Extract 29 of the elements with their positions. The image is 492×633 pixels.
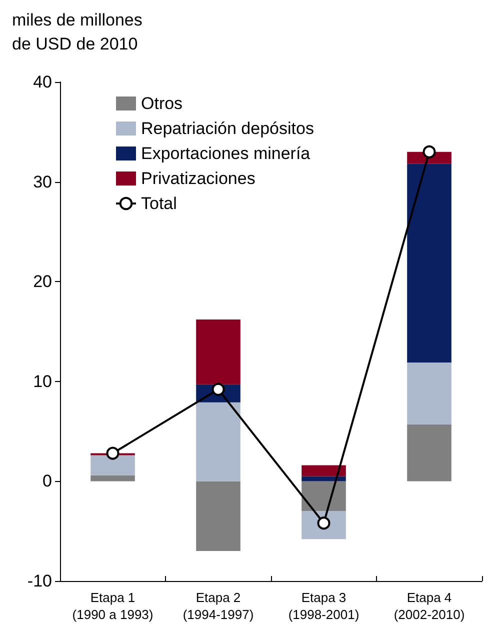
bar xyxy=(196,402,240,482)
bar xyxy=(302,465,346,476)
bar xyxy=(196,481,240,552)
point xyxy=(422,145,436,158)
y-tick-label: 10 xyxy=(33,372,52,391)
legend-label: Privatizaciones xyxy=(141,169,256,188)
y-axis-title: miles de millones de USD de 2010 xyxy=(12,10,142,54)
bar xyxy=(90,455,135,476)
bar xyxy=(407,424,452,482)
bar xyxy=(196,320,240,384)
legend-label: Exportaciones minería xyxy=(141,144,311,163)
y-tick-label: -10 xyxy=(27,572,52,590)
legend-label: Total xyxy=(141,194,177,213)
x-tick-label: Etapa 1 (1990 a 1993) xyxy=(72,590,154,622)
legend-label: Repatriación depósitos xyxy=(141,119,314,138)
bar xyxy=(90,475,135,482)
y-tick-label: 40 xyxy=(33,72,52,92)
bar xyxy=(407,164,452,362)
bar xyxy=(302,481,346,512)
y-tick-label: 20 xyxy=(33,272,52,292)
x-tick-label: Etapa 3 (1998-2001) xyxy=(288,590,360,622)
legend-label: Otros xyxy=(141,94,183,113)
y-tick-label: 30 xyxy=(33,172,52,192)
y-tick-label: 0 xyxy=(42,472,52,491)
point xyxy=(106,446,120,460)
bar xyxy=(302,476,346,482)
x-tick-label: Etapa 2 (1994-1997) xyxy=(182,590,254,622)
bar xyxy=(407,362,452,424)
x-tick-label: Etapa 4 (2002-2010) xyxy=(394,590,465,622)
